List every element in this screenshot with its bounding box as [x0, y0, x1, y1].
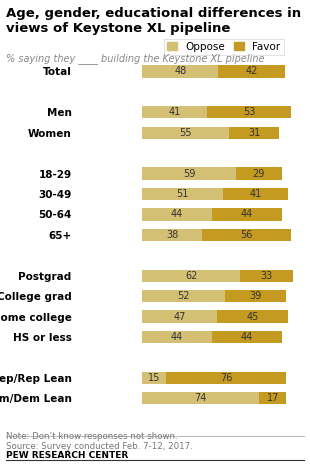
Text: Note: Don’t know responses not shown.
Source: Survey conducted Feb. 7-12, 2017.: Note: Don’t know responses not shown. So… — [6, 432, 193, 451]
Text: 38: 38 — [166, 230, 179, 240]
Bar — [142, 106, 207, 119]
Text: 59: 59 — [183, 168, 195, 179]
Text: 53: 53 — [243, 107, 255, 117]
Text: 41: 41 — [169, 107, 181, 117]
Text: 51: 51 — [176, 189, 189, 199]
Text: 62: 62 — [185, 271, 197, 281]
Text: 41: 41 — [250, 189, 262, 199]
Bar — [142, 311, 217, 323]
Legend: Oppose, Favor: Oppose, Favor — [164, 39, 284, 55]
Bar — [166, 372, 286, 384]
Bar — [142, 229, 202, 241]
Text: 74: 74 — [195, 393, 207, 403]
Text: 44: 44 — [171, 332, 183, 342]
Bar — [142, 392, 259, 405]
Text: 48: 48 — [174, 66, 186, 76]
Text: 45: 45 — [246, 312, 259, 321]
Bar — [217, 311, 288, 323]
Text: 44: 44 — [241, 332, 253, 342]
Bar — [218, 65, 285, 78]
Text: 76: 76 — [220, 373, 232, 383]
Bar — [142, 331, 212, 343]
Text: 39: 39 — [250, 291, 262, 301]
Text: % saying they ____ building the Keystone XL pipeline: % saying they ____ building the Keystone… — [6, 53, 265, 64]
Bar — [142, 270, 241, 282]
Text: 29: 29 — [253, 168, 265, 179]
Bar — [142, 208, 212, 220]
Bar — [212, 208, 282, 220]
Bar — [142, 65, 218, 78]
Text: 47: 47 — [173, 312, 186, 321]
Text: 31: 31 — [248, 128, 260, 138]
Bar — [223, 188, 288, 200]
Text: 44: 44 — [241, 209, 253, 219]
Text: 15: 15 — [148, 373, 160, 383]
Text: 33: 33 — [260, 271, 273, 281]
Text: 42: 42 — [246, 66, 258, 76]
Text: Age, gender, educational differences in
views of Keystone XL pipeline: Age, gender, educational differences in … — [6, 7, 301, 35]
Text: 56: 56 — [241, 230, 253, 240]
Text: 44: 44 — [171, 209, 183, 219]
Text: 17: 17 — [267, 393, 279, 403]
Bar — [229, 126, 278, 139]
Bar — [212, 331, 282, 343]
Bar — [259, 392, 286, 405]
Bar — [202, 229, 291, 241]
Bar — [207, 106, 291, 119]
Text: PEW RESEARCH CENTER: PEW RESEARCH CENTER — [6, 451, 128, 460]
Bar — [241, 270, 293, 282]
Bar — [225, 290, 286, 302]
Bar — [236, 167, 282, 179]
Bar — [142, 290, 225, 302]
Bar — [142, 126, 229, 139]
Bar — [142, 188, 223, 200]
Text: 55: 55 — [179, 128, 192, 138]
Bar — [142, 372, 166, 384]
Text: 52: 52 — [177, 291, 190, 301]
Bar — [142, 167, 236, 179]
